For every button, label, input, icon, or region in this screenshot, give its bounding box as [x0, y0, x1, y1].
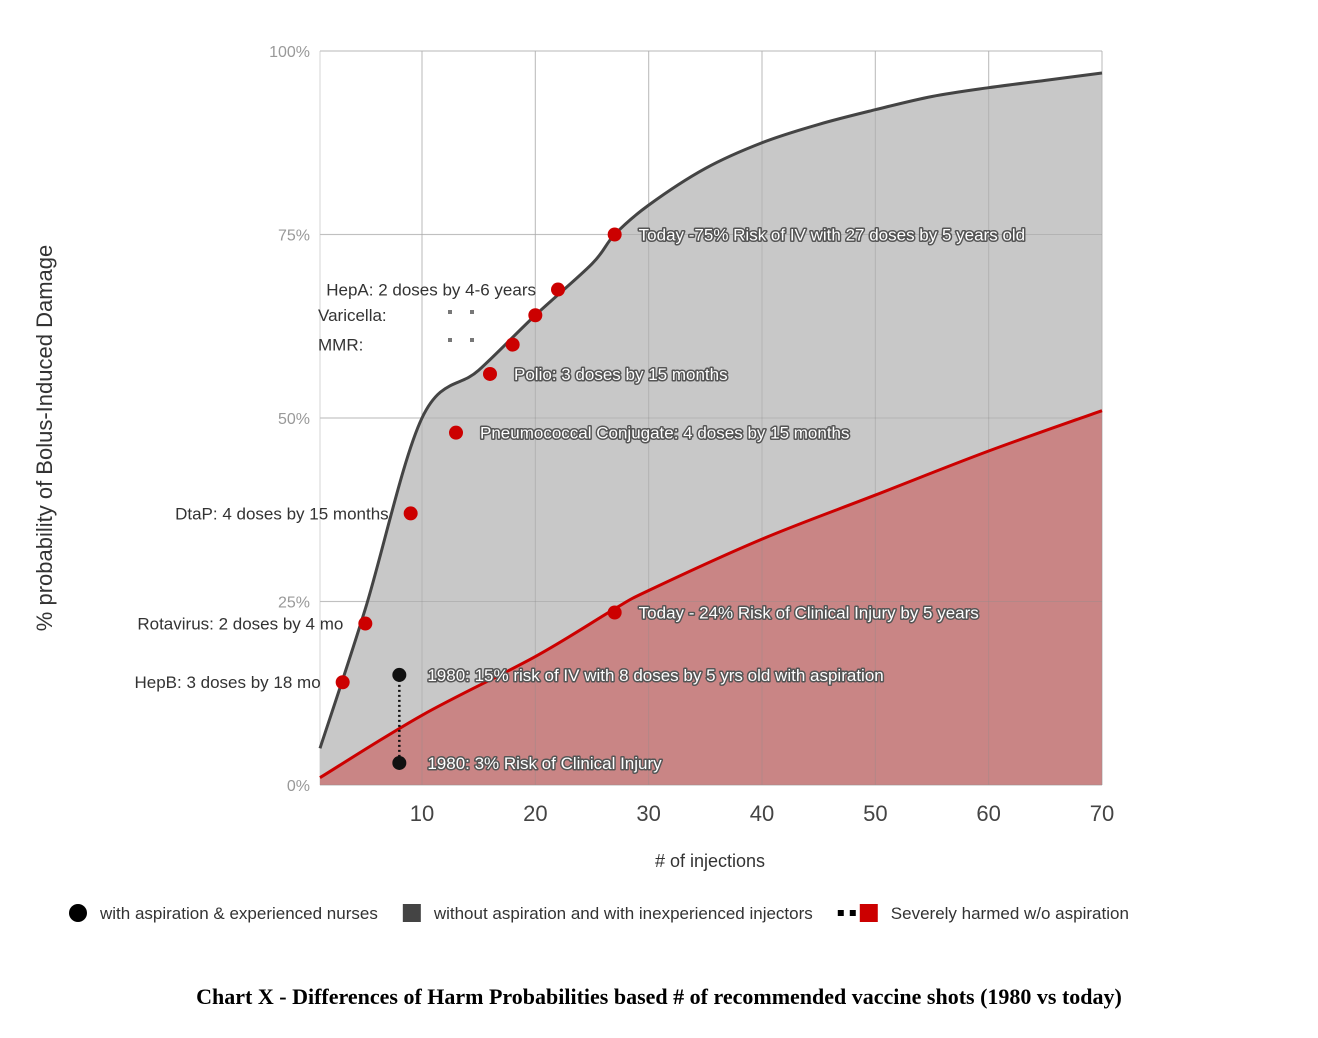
- x-tick-label: 10: [410, 801, 434, 826]
- ditto-mark: [448, 338, 452, 342]
- data-point-red: [358, 616, 373, 631]
- line-without-aspiration: [318, 71, 1103, 749]
- data-point-red: [483, 366, 497, 381]
- ditto-mark: [470, 338, 474, 342]
- point-labels: HepB: 3 doses by 18 mo Rotavirus: 2 doses…: [134, 224, 1026, 774]
- x-tick-label: 50: [863, 801, 887, 826]
- y-tick-label: 75%: [278, 228, 310, 245]
- data-points: [335, 227, 622, 770]
- legend-label: Severely harmed w/o aspiration: [891, 904, 1129, 923]
- legend-item: Severely harmed w/o aspiration: [859, 904, 1129, 923]
- data-point-black: [392, 755, 407, 770]
- chart-areas: [320, 50, 1103, 786]
- y-tick-label: 50%: [278, 411, 310, 428]
- legend: with aspiration & experienced nurses with…: [69, 904, 1129, 923]
- point-label: Today - 24% Risk of Clinical Injury by 5…: [639, 604, 979, 623]
- point-label: MMR:: [318, 336, 363, 355]
- point-label: Today -75% Risk of IV with 27 doses by 5…: [639, 226, 1025, 245]
- legend-item: with aspiration & experienced nurses: [69, 904, 378, 923]
- x-tick-label: 30: [636, 801, 660, 826]
- x-tick-label: 40: [750, 801, 774, 826]
- legend-label: without aspiration and with inexperience…: [433, 904, 813, 923]
- aspiration-label: 1980: 15% risk of IV with 8 doses by 5 y…: [427, 666, 883, 685]
- y-tick-label: 100%: [269, 44, 310, 61]
- x-axis-title: # of injections: [655, 851, 765, 871]
- chart-caption: Chart X - Differences of Harm Probabilit…: [196, 984, 1122, 1009]
- data-point-red: [403, 506, 418, 521]
- point-label: HepB: 3 doses by 18 mo: [134, 673, 320, 692]
- legend-marker-dot: [837, 910, 844, 916]
- axis-labels: # of injections % probability of Bolus-I…: [32, 44, 1114, 871]
- data-point-red: [607, 227, 622, 242]
- x-tick-label: 70: [1090, 801, 1114, 826]
- data-point-red: [528, 308, 543, 323]
- data-point-red: [449, 425, 463, 440]
- point-label: Varicella:: [318, 306, 387, 325]
- data-point-red: [607, 605, 622, 620]
- legend-item: without aspiration and with inexperience…: [402, 904, 813, 923]
- y-axis-title: % probability of Bolus-Induced Damage: [32, 245, 57, 631]
- point-label: DtaP: 4 doses by 15 months: [175, 504, 389, 523]
- series-lines: [318, 71, 1103, 779]
- data-point-red: [551, 282, 565, 297]
- data-point-red: [335, 675, 350, 690]
- legend-marker-dot: [849, 910, 856, 916]
- data-point-red: [505, 337, 520, 352]
- point-label: Pneumococcal Conjugate: 4 doses by 15 mo…: [480, 424, 850, 443]
- y-tick-label: 25%: [278, 595, 310, 612]
- legend-marker-square: [859, 904, 878, 922]
- y-tick-label: 0%: [287, 778, 310, 795]
- x-tick-label: 20: [523, 801, 547, 826]
- point-label: HepA: 2 doses by 4-6 years: [326, 281, 536, 300]
- ditto-mark: [470, 310, 474, 314]
- line-severely-harmed: [319, 409, 1103, 779]
- aspiration-label: 1980: 3% Risk of Clinical Injury: [427, 754, 662, 773]
- point-label: Polio: 3 doses by 15 months: [514, 365, 728, 384]
- legend-label: with aspiration & experienced nurses: [99, 904, 378, 923]
- ditto-mark: [448, 310, 452, 314]
- point-label: Rotavirus: 2 doses by 4 mo: [137, 615, 343, 634]
- area-severely-harmed: [320, 410, 1102, 785]
- legend-item: [837, 910, 856, 916]
- data-point-black: [392, 667, 407, 682]
- x-tick-label: 60: [976, 801, 1000, 826]
- legend-marker-circle: [69, 904, 87, 922]
- legend-marker-square: [402, 904, 421, 922]
